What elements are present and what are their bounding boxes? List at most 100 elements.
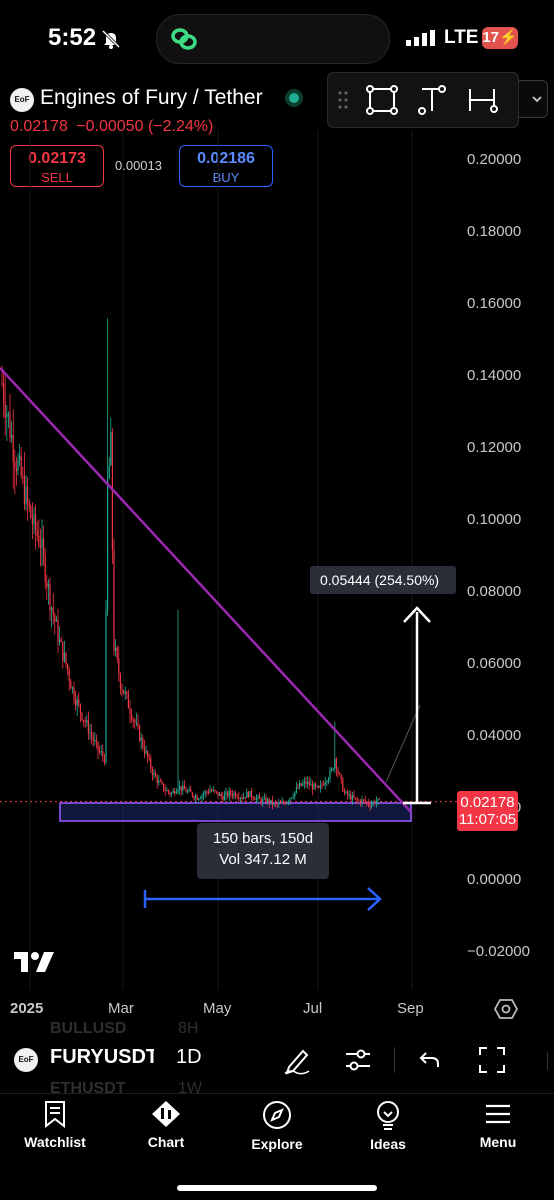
candle-body xyxy=(286,802,288,804)
candle xyxy=(103,753,105,766)
candle xyxy=(111,428,113,564)
candle xyxy=(207,788,209,796)
candle-body xyxy=(310,783,312,786)
toolbar-divider xyxy=(394,1047,395,1073)
candle xyxy=(206,790,208,797)
candle-body xyxy=(265,797,267,803)
candle xyxy=(164,784,166,796)
candle xyxy=(172,787,174,794)
candle-body xyxy=(340,774,342,780)
candle-body xyxy=(366,801,368,803)
candle-body xyxy=(172,790,174,794)
candle-body xyxy=(257,796,259,798)
candle xyxy=(65,652,67,668)
candle xyxy=(95,734,97,749)
sell-button[interactable]: 0.02173 SELL xyxy=(10,145,104,187)
candle-body xyxy=(94,740,96,742)
candle xyxy=(57,608,59,653)
menu-icon xyxy=(486,1104,510,1124)
price-tick-label: 0.06000 xyxy=(467,655,522,672)
indicators-icon[interactable] xyxy=(344,1047,372,1073)
candle-body xyxy=(113,549,115,652)
undo-icon[interactable] xyxy=(418,1049,442,1071)
candle xyxy=(102,744,104,763)
candle-body xyxy=(62,641,64,661)
candle xyxy=(124,686,126,701)
fullscreen-icon[interactable] xyxy=(478,1046,506,1074)
candle-body xyxy=(337,769,339,774)
price-chart[interactable] xyxy=(0,130,460,1000)
candle-body xyxy=(63,652,65,661)
candle xyxy=(251,788,253,801)
nav-label: Ideas xyxy=(370,1136,406,1152)
nav-menu[interactable]: Menu xyxy=(448,1100,548,1150)
date-range-tool-icon[interactable] xyxy=(466,85,498,115)
candle-body xyxy=(177,789,179,792)
badge-price: 0.02178 xyxy=(460,794,515,811)
candle-body xyxy=(315,783,317,787)
candle xyxy=(316,785,318,788)
candle-body xyxy=(139,726,141,741)
signal-icon xyxy=(406,30,435,46)
candle xyxy=(295,782,297,795)
candle xyxy=(358,798,360,802)
candle-body xyxy=(105,610,107,762)
candle-body xyxy=(359,800,361,804)
candle-body xyxy=(207,792,209,794)
candle-body xyxy=(127,694,129,709)
candle-body xyxy=(9,413,11,438)
last-price-badge: 0.02178 11:07:05 xyxy=(457,791,518,831)
candle xyxy=(28,499,30,512)
candle xyxy=(22,466,24,485)
symbol-selector[interactable]: FURYUSDT xyxy=(50,1046,154,1068)
candle xyxy=(14,449,16,495)
symbol-title[interactable]: Engines of Fury / Tether xyxy=(40,86,263,109)
candle-body xyxy=(190,789,192,793)
candle-body xyxy=(33,514,35,525)
rectangle-tool-icon[interactable] xyxy=(366,85,398,115)
price-range-tool-icon[interactable] xyxy=(416,85,448,115)
price-tick-label: 0.14000 xyxy=(467,367,522,384)
candle-body xyxy=(331,769,333,771)
candle xyxy=(364,795,366,804)
candle xyxy=(326,780,328,787)
candle-body xyxy=(329,770,331,779)
candle xyxy=(236,793,238,799)
trendline[interactable] xyxy=(0,367,412,813)
candle-body xyxy=(375,800,377,804)
nav-ideas[interactable]: Ideas xyxy=(338,1100,438,1152)
candle-body xyxy=(225,792,227,795)
candle-body xyxy=(150,758,152,769)
candle-body xyxy=(107,478,109,611)
candle-body xyxy=(377,798,379,801)
candle-body xyxy=(164,790,166,792)
candle-body xyxy=(332,768,334,770)
candle-body xyxy=(38,535,40,546)
toolbar-divider xyxy=(547,1052,548,1070)
candle xyxy=(263,793,265,801)
candle xyxy=(27,477,29,521)
candle-body xyxy=(198,798,200,800)
chart-settings-icon[interactable] xyxy=(494,997,518,1021)
candle-body xyxy=(206,791,208,793)
candle xyxy=(343,787,345,796)
buy-button[interactable]: 0.02186 BUY xyxy=(179,145,273,187)
candle-body xyxy=(126,691,128,695)
candle-body xyxy=(73,687,75,700)
drawing-pen-icon[interactable] xyxy=(283,1045,311,1075)
nav-chart[interactable]: Chart xyxy=(116,1100,216,1150)
candle-body xyxy=(363,799,365,801)
candle-body xyxy=(335,758,337,770)
candle-body xyxy=(211,790,213,792)
candle-body xyxy=(70,680,72,689)
price-change-line: 0.02178 −0.00050 (−2.24%) xyxy=(10,118,213,136)
candle-body xyxy=(279,802,281,804)
candle xyxy=(372,800,374,807)
candle xyxy=(332,767,334,772)
nav-watchlist[interactable]: Watchlist xyxy=(5,1100,105,1150)
drag-handle-icon[interactable] xyxy=(338,91,348,109)
nav-explore[interactable]: Explore xyxy=(227,1100,327,1152)
interval-selector[interactable]: 1D xyxy=(176,1046,202,1068)
candle xyxy=(268,797,270,808)
candle-body xyxy=(379,798,381,800)
